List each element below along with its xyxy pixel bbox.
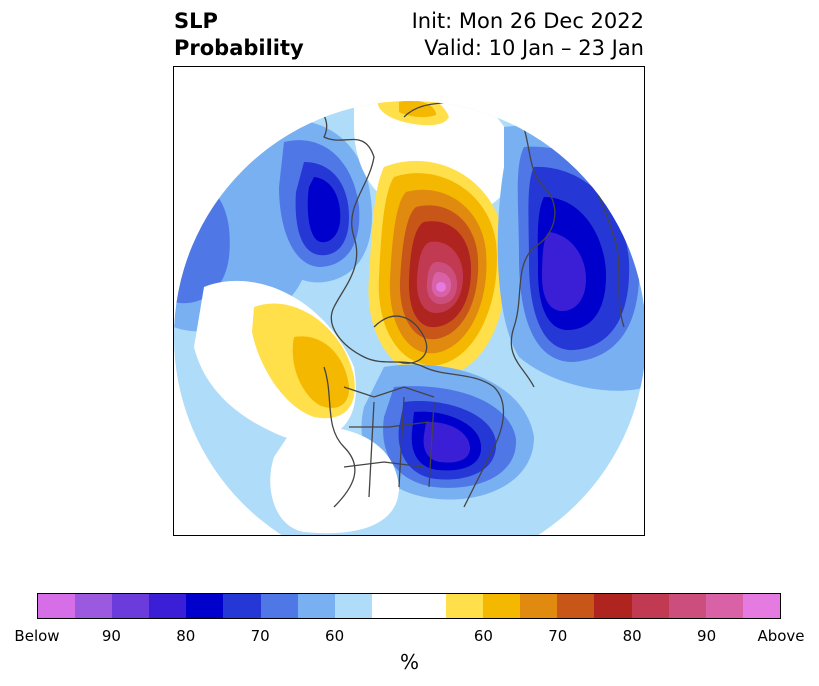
init-date: Init: Mon 26 Dec 2022 <box>411 9 644 33</box>
colorbar-segment <box>446 594 484 618</box>
colorbar-segment <box>297 594 335 618</box>
colorbar-tick-label: 70 <box>250 627 270 645</box>
colorbar-segment <box>75 594 113 618</box>
valid-range: Valid: 10 Jan – 23 Jan <box>424 36 644 60</box>
colorbar <box>37 593 781 619</box>
colorbar-tick-label: 60 <box>325 627 345 645</box>
map-panel <box>173 66 645 536</box>
colorbar-segment <box>668 594 706 618</box>
colorbar-segment <box>594 594 632 618</box>
colorbar-tick-label: 90 <box>697 627 717 645</box>
colorbar-segment <box>38 594 76 618</box>
colorbar-tick-label: Above <box>757 627 805 645</box>
colorbar-segment <box>408 594 447 618</box>
colorbar-tick-label: Below <box>14 627 60 645</box>
colorbar-segment <box>371 594 409 618</box>
colorbar-segment <box>149 594 187 618</box>
colorbar-tick-label: 90 <box>101 627 121 645</box>
colorbar-label: % <box>399 650 419 674</box>
colorbar-segment <box>742 594 780 618</box>
colorbar-segment <box>334 594 372 618</box>
title-left: SLP Probability <box>174 8 304 62</box>
colorbar-segment <box>260 594 298 618</box>
colorbar-segment <box>483 594 521 618</box>
colorbar-segment <box>705 594 743 618</box>
title-right: Init: Mon 26 Dec 2022 Valid: 10 Jan – 23… <box>412 8 644 62</box>
colorbar-tick-label: 70 <box>548 627 568 645</box>
probability-map <box>174 101 644 535</box>
title-variable: SLP <box>174 9 218 33</box>
colorbar-segment <box>631 594 669 618</box>
colorbar-segment <box>223 594 261 618</box>
colorbar-segment <box>112 594 150 618</box>
colorbar-segment <box>186 594 224 618</box>
colorbar-tick-label: 80 <box>176 627 196 645</box>
colorbar-tick-label: 60 <box>473 627 493 645</box>
colorbar-segment <box>520 594 558 618</box>
title-subtitle: Probability <box>174 36 304 60</box>
colorbar-tick-label: 80 <box>622 627 642 645</box>
colorbar-segment <box>557 594 595 618</box>
